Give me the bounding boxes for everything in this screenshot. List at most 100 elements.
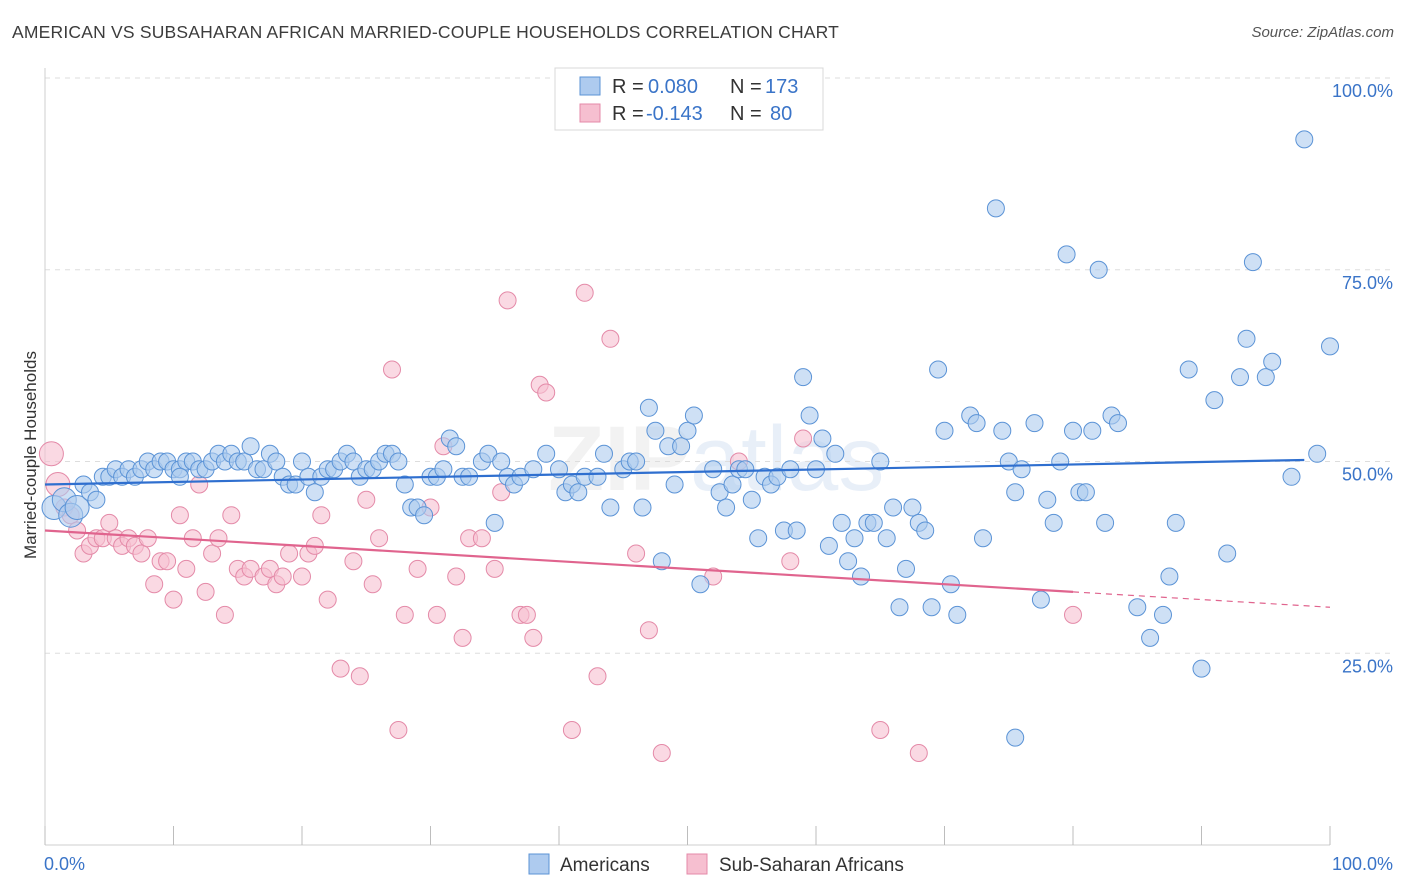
y-tick-labels: 25.0% 50.0% 75.0% 100.0% <box>1332 81 1393 676</box>
point-sub-saharan <box>453 628 472 647</box>
point-americans <box>826 444 845 463</box>
point-americans <box>537 444 556 463</box>
bottom-legend-sub-saharan: Sub-Saharan Africans <box>719 855 904 876</box>
point-americans <box>267 452 286 471</box>
legend-r-label-americans: R = <box>612 76 644 98</box>
point-americans <box>749 529 768 548</box>
point-sub-saharan <box>177 559 196 578</box>
point-sub-saharan <box>575 283 594 302</box>
point-sub-saharan <box>427 605 446 624</box>
point-americans <box>1031 590 1050 609</box>
point-americans <box>1154 605 1172 624</box>
point-sub-saharan <box>273 567 292 586</box>
point-americans <box>1205 391 1224 410</box>
series-americans <box>41 130 1339 747</box>
point-americans <box>1083 421 1102 440</box>
point-sub-saharan <box>215 605 234 624</box>
point-americans <box>736 460 755 479</box>
bottom-legend-americans: Americans <box>560 855 650 876</box>
point-americans <box>852 567 870 586</box>
legend-n-sub-saharan: 80 <box>770 103 792 125</box>
bottom-legend-swatch-americans <box>528 853 550 875</box>
point-sub-saharan <box>517 605 536 624</box>
point-americans <box>485 513 504 532</box>
trend-line-sub-saharan <box>44 529 1074 593</box>
series-legend: Americans Sub-Saharan Africans <box>528 853 904 876</box>
point-americans <box>839 552 858 571</box>
point-americans <box>665 475 684 494</box>
point-americans <box>87 490 106 509</box>
point-sub-saharan <box>357 490 376 509</box>
point-americans <box>704 460 723 479</box>
point-americans <box>64 495 90 520</box>
trend-lines <box>44 458 1331 608</box>
point-americans <box>678 421 697 440</box>
point-sub-saharan <box>447 567 466 586</box>
point-americans <box>601 498 620 517</box>
x-tick-label-min: 0.0% <box>44 854 85 874</box>
point-americans <box>974 529 992 548</box>
point-americans <box>293 452 311 471</box>
legend-swatch-americans <box>579 76 601 96</box>
point-americans <box>742 490 761 509</box>
point-sub-saharan <box>498 291 517 310</box>
point-americans <box>1038 490 1057 509</box>
point-americans <box>986 199 1005 218</box>
point-americans <box>1096 513 1115 532</box>
point-americans <box>935 421 954 440</box>
point-americans <box>1263 352 1282 371</box>
point-americans <box>723 475 742 494</box>
point-sub-saharan <box>537 383 556 402</box>
point-americans <box>1295 130 1314 149</box>
point-sub-saharan <box>363 575 382 594</box>
point-sub-saharan <box>331 659 350 678</box>
point-sub-saharan <box>871 721 890 739</box>
point-americans <box>897 559 915 578</box>
point-americans <box>492 452 511 471</box>
x-tick-label-max: 100.0% <box>1332 854 1393 874</box>
point-sub-saharan <box>601 329 620 348</box>
point-sub-saharan <box>138 529 157 548</box>
point-sub-saharan <box>190 475 209 494</box>
point-americans <box>993 421 1012 440</box>
point-americans <box>845 529 864 548</box>
point-sub-saharan <box>408 559 427 578</box>
point-sub-saharan <box>370 529 389 548</box>
point-sub-saharan <box>145 575 164 594</box>
point-americans <box>389 452 408 471</box>
legend-r-sub-saharan: -0.143 <box>646 103 703 125</box>
point-sub-saharan <box>196 582 215 601</box>
point-americans <box>1057 245 1076 264</box>
y-tick-label: 100.0% <box>1332 81 1393 101</box>
legend-n-label-americans: N = <box>730 76 762 98</box>
point-americans <box>819 536 838 555</box>
point-americans <box>922 598 941 617</box>
point-americans <box>1025 414 1044 433</box>
point-americans <box>1243 253 1262 272</box>
point-americans <box>903 498 922 517</box>
point-americans <box>639 398 658 417</box>
point-americans <box>395 475 414 494</box>
point-sub-saharan <box>222 506 241 525</box>
point-sub-saharan <box>1064 605 1082 624</box>
point-sub-saharan <box>383 360 401 379</box>
point-sub-saharan <box>389 721 408 739</box>
point-americans <box>1256 368 1275 387</box>
point-sub-saharan <box>280 544 299 563</box>
point-americans <box>1109 414 1127 433</box>
point-americans <box>1218 544 1237 563</box>
point-sub-saharan <box>627 544 646 563</box>
point-americans <box>1044 513 1063 532</box>
point-sub-saharan <box>652 744 671 762</box>
point-sub-saharan <box>209 529 228 548</box>
point-sub-saharan <box>293 567 311 586</box>
legend-n-label-sub-saharan: N = <box>730 103 762 125</box>
point-sub-saharan <box>170 506 189 525</box>
point-sub-saharan <box>395 605 414 624</box>
point-americans <box>1192 659 1211 678</box>
point-americans <box>305 483 324 502</box>
point-sub-saharan <box>524 628 543 647</box>
point-americans <box>1128 598 1147 617</box>
y-tick-label: 50.0% <box>1342 465 1393 485</box>
